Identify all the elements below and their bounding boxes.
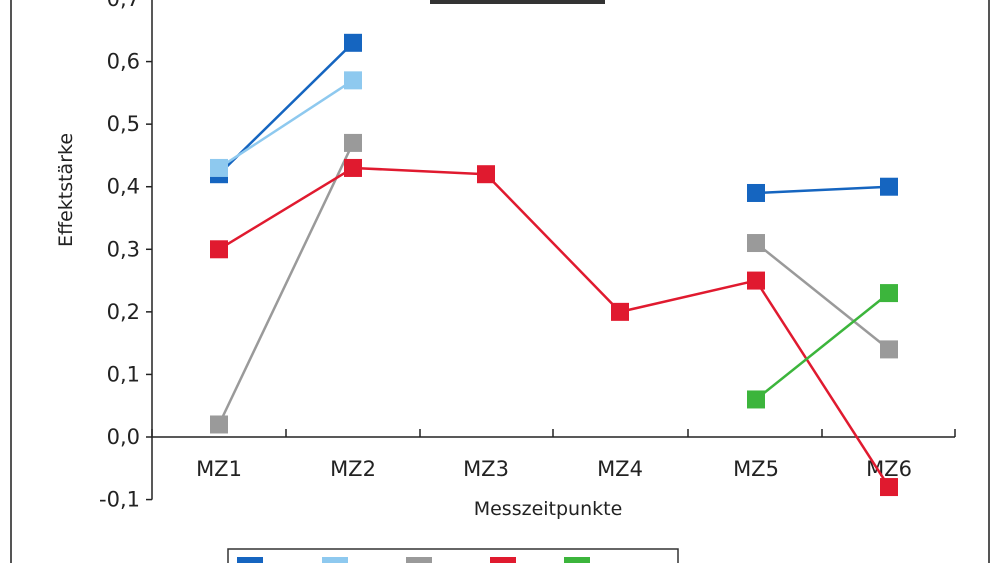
series-4-point — [747, 271, 765, 290]
series-1-point — [344, 33, 362, 52]
series-layer — [210, 33, 898, 497]
series-3-point — [747, 234, 765, 253]
series-4-segment — [352, 166, 487, 176]
legend-swatch-5 — [564, 557, 590, 563]
y-tick-label: -0,1 — [99, 488, 140, 512]
series-4-segment — [754, 279, 891, 488]
y-axis: -0,1 0,0 0,1 0,2 0,3 0,4 0,5 0,6 0,7 — [99, 0, 153, 512]
series-2-point — [210, 158, 228, 177]
x-tick-label: MZ5 — [733, 457, 779, 481]
x-tick-label: MZ6 — [866, 457, 912, 481]
legend-swatch-2 — [322, 557, 348, 563]
series-3 — [210, 133, 898, 434]
series-4-point — [477, 165, 495, 184]
series-5-segment — [755, 292, 890, 401]
series-4-segment — [619, 279, 757, 314]
series-2-segment — [218, 79, 354, 169]
series-4-segment — [218, 166, 354, 251]
legend-box — [227, 548, 679, 563]
series-3-point — [210, 415, 228, 434]
series-4-point — [344, 158, 362, 177]
y-tick-label: 0,5 — [107, 112, 140, 136]
series-3-segment — [755, 242, 890, 351]
series-5-point — [880, 284, 898, 303]
series-2 — [210, 71, 362, 177]
y-tick-label: 0,6 — [107, 50, 140, 74]
y-axis-label: Effektstärke — [55, 133, 77, 247]
series-4-point — [210, 240, 228, 259]
series-5-point — [747, 390, 765, 409]
series-4-segment — [485, 173, 621, 313]
x-tick-label: MZ1 — [196, 457, 242, 481]
y-tick-label: 0,1 — [107, 362, 140, 386]
x-tick-label: MZ4 — [597, 457, 643, 481]
title-fragment — [430, 0, 605, 4]
series-3-segment — [217, 142, 355, 426]
x-tick-label: MZ3 — [463, 457, 509, 481]
series-1 — [210, 33, 898, 202]
series-5 — [747, 284, 898, 409]
series-4-point — [611, 302, 629, 321]
legend-swatch-1 — [237, 557, 263, 563]
x-axis: MZ1 MZ2 MZ3 MZ4 MZ5 MZ6 — [151, 429, 956, 481]
series-4 — [210, 158, 898, 497]
series-3-point — [344, 133, 362, 152]
y-tick-label: 0,7 — [107, 0, 140, 11]
series-1-segment — [755, 185, 890, 195]
legend-swatch-3 — [406, 557, 432, 563]
y-tick-label: 0,3 — [107, 237, 140, 261]
y-tick-label: 0,2 — [107, 300, 140, 324]
series-1-point — [747, 183, 765, 202]
y-tick-label: 0,4 — [107, 175, 140, 199]
legend — [227, 548, 679, 563]
legend-swatch-4 — [490, 557, 516, 563]
x-tick-label: MZ2 — [330, 457, 376, 481]
y-tick-label: 0,0 — [107, 425, 140, 449]
x-axis-label: Messzeitpunkte — [474, 498, 623, 520]
series-3-point — [880, 340, 898, 359]
series-2-point — [344, 71, 362, 90]
series-4-point — [880, 478, 898, 497]
series-1-point — [880, 177, 898, 196]
